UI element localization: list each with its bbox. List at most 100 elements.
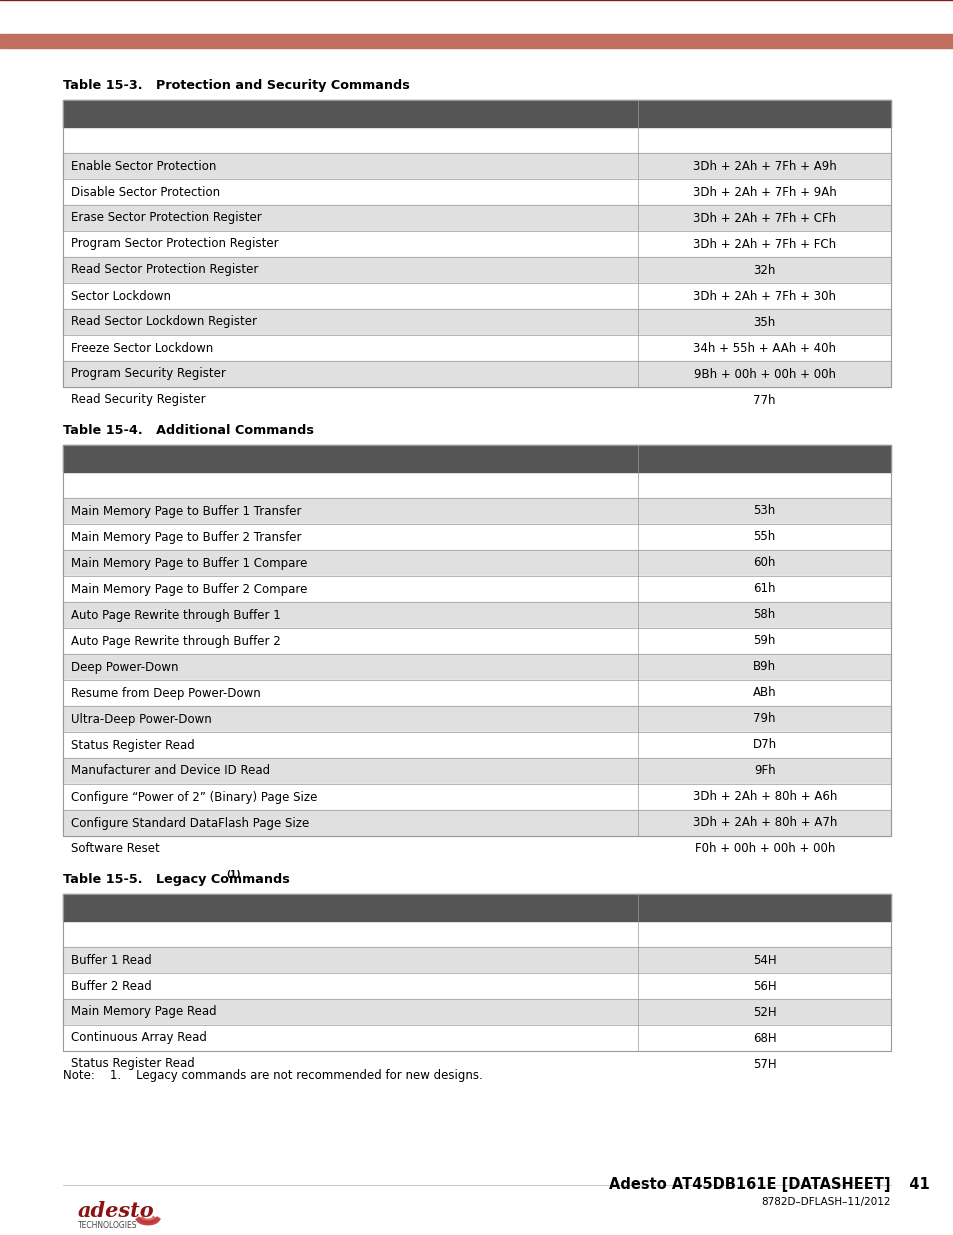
Bar: [63, 257, 890, 283]
Text: Read Security Register: Read Security Register: [71, 394, 206, 406]
Text: Table 15-4.   Additional Commands: Table 15-4. Additional Commands: [63, 424, 314, 436]
Bar: [63, 445, 890, 836]
Text: Main Memory Page to Buffer 1 Transfer: Main Memory Page to Buffer 1 Transfer: [71, 505, 301, 517]
Text: 3Dh + 2Ah + 7Fh + 30h: 3Dh + 2Ah + 7Fh + 30h: [693, 289, 836, 303]
Text: Sector Lockdown: Sector Lockdown: [71, 289, 171, 303]
Bar: [63, 973, 890, 999]
Bar: [0, 35, 953, 48]
Text: Opcode: Opcode: [737, 927, 791, 941]
Text: Read Sector Protection Register: Read Sector Protection Register: [71, 263, 258, 277]
Bar: [63, 921, 890, 947]
Text: 3Dh + 2Ah + 80h + A7h: 3Dh + 2Ah + 80h + A7h: [692, 816, 836, 830]
Text: (1): (1): [226, 869, 241, 878]
Text: Disable Sector Protection: Disable Sector Protection: [71, 185, 220, 199]
Bar: [63, 758, 890, 784]
Bar: [63, 732, 890, 758]
Text: Main Memory Page to Buffer 1 Compare: Main Memory Page to Buffer 1 Compare: [71, 557, 307, 569]
Bar: [63, 335, 890, 361]
Text: Buffer 2 Read: Buffer 2 Read: [71, 979, 152, 993]
Text: 58h: 58h: [753, 609, 775, 621]
Text: 32h: 32h: [753, 263, 775, 277]
Text: Buffer 1 Read: Buffer 1 Read: [71, 953, 152, 967]
Text: Note:    1.    Legacy commands are not recommended for new designs.: Note: 1. Legacy commands are not recomme…: [63, 1070, 482, 1082]
Text: 79h: 79h: [753, 713, 775, 725]
Text: Main Memory Page to Buffer 2 Transfer: Main Memory Page to Buffer 2 Transfer: [71, 531, 301, 543]
Text: Auto Page Rewrite through Buffer 2: Auto Page Rewrite through Buffer 2: [71, 635, 280, 647]
Bar: [63, 361, 890, 387]
Text: Adesto AT45DB161E [DATASHEET]: Adesto AT45DB161E [DATASHEET]: [609, 1177, 890, 1192]
Text: Program Sector Protection Register: Program Sector Protection Register: [71, 237, 278, 251]
Bar: [63, 550, 890, 576]
Text: Command: Command: [71, 479, 142, 492]
Bar: [63, 784, 890, 810]
Bar: [63, 947, 890, 973]
Text: 9Fh: 9Fh: [753, 764, 775, 778]
Bar: [63, 231, 890, 257]
Text: 3Dh + 2Ah + 7Fh + CFh: 3Dh + 2Ah + 7Fh + CFh: [693, 211, 836, 225]
Text: adesto: adesto: [78, 1200, 154, 1221]
Bar: [63, 706, 890, 732]
Text: Read Sector Lockdown Register: Read Sector Lockdown Register: [71, 315, 256, 329]
Text: 34h + 55h + AAh + 40h: 34h + 55h + AAh + 40h: [693, 342, 836, 354]
Text: 61h: 61h: [753, 583, 775, 595]
Text: TECHNOLOGIES: TECHNOLOGIES: [78, 1220, 137, 1230]
Bar: [63, 601, 890, 629]
Text: 9Bh + 00h + 00h + 00h: 9Bh + 00h + 00h + 00h: [693, 368, 835, 380]
Text: Manufacturer and Device ID Read: Manufacturer and Device ID Read: [71, 764, 270, 778]
Text: 59h: 59h: [753, 635, 775, 647]
Bar: [63, 810, 890, 836]
Text: Command: Command: [71, 135, 142, 147]
Bar: [63, 309, 890, 335]
Bar: [63, 179, 890, 205]
Bar: [63, 445, 890, 472]
Text: 68H: 68H: [752, 1031, 776, 1045]
Bar: [63, 680, 890, 706]
Text: 57H: 57H: [752, 1057, 776, 1071]
Text: 3Dh + 2Ah + 7Fh + A9h: 3Dh + 2Ah + 7Fh + A9h: [692, 159, 836, 173]
Text: Program Security Register: Program Security Register: [71, 368, 226, 380]
Text: 60h: 60h: [753, 557, 775, 569]
Text: Erase Sector Protection Register: Erase Sector Protection Register: [71, 211, 261, 225]
Text: Main Memory Page to Buffer 2 Compare: Main Memory Page to Buffer 2 Compare: [71, 583, 307, 595]
Text: 52H: 52H: [752, 1005, 776, 1019]
Text: Command: Command: [71, 927, 142, 941]
Bar: [63, 894, 890, 921]
Text: 54H: 54H: [752, 953, 776, 967]
Text: Opcode: Opcode: [737, 135, 791, 147]
Text: Main Memory Page Read: Main Memory Page Read: [71, 1005, 216, 1019]
Bar: [63, 655, 890, 680]
Text: Enable Sector Protection: Enable Sector Protection: [71, 159, 216, 173]
Text: 56H: 56H: [752, 979, 776, 993]
Bar: [63, 205, 890, 231]
Bar: [63, 127, 890, 153]
Text: 3Dh + 2Ah + 7Fh + FCh: 3Dh + 2Ah + 7Fh + FCh: [693, 237, 836, 251]
Bar: [63, 576, 890, 601]
Bar: [63, 894, 890, 1051]
Text: Table 15-5.   Legacy Commands: Table 15-5. Legacy Commands: [63, 872, 290, 885]
Text: 3Dh + 2Ah + 7Fh + 9Ah: 3Dh + 2Ah + 7Fh + 9Ah: [692, 185, 836, 199]
Text: Continuous Array Read: Continuous Array Read: [71, 1031, 207, 1045]
Bar: [63, 498, 890, 524]
Text: Software Reset: Software Reset: [71, 842, 159, 856]
Text: Freeze Sector Lockdown: Freeze Sector Lockdown: [71, 342, 213, 354]
Text: Auto Page Rewrite through Buffer 1: Auto Page Rewrite through Buffer 1: [71, 609, 280, 621]
Bar: [63, 524, 890, 550]
Bar: [63, 472, 890, 498]
Text: 55h: 55h: [753, 531, 775, 543]
Text: ABh: ABh: [752, 687, 776, 699]
Bar: [63, 283, 890, 309]
Text: 8782D–DFLASH–11/2012: 8782D–DFLASH–11/2012: [760, 1197, 890, 1207]
Text: D7h: D7h: [752, 739, 776, 752]
Text: B9h: B9h: [752, 661, 776, 673]
Text: F0h + 00h + 00h + 00h: F0h + 00h + 00h + 00h: [694, 842, 834, 856]
Text: 3Dh + 2Ah + 80h + A6h: 3Dh + 2Ah + 80h + A6h: [692, 790, 836, 804]
Text: Configure Standard DataFlash Page Size: Configure Standard DataFlash Page Size: [71, 816, 309, 830]
Bar: [63, 1025, 890, 1051]
Bar: [63, 629, 890, 655]
Text: 41: 41: [893, 1177, 929, 1192]
Bar: [63, 100, 890, 127]
Text: Ultra-Deep Power-Down: Ultra-Deep Power-Down: [71, 713, 212, 725]
Bar: [63, 999, 890, 1025]
Text: 77h: 77h: [753, 394, 775, 406]
Text: Deep Power-Down: Deep Power-Down: [71, 661, 178, 673]
